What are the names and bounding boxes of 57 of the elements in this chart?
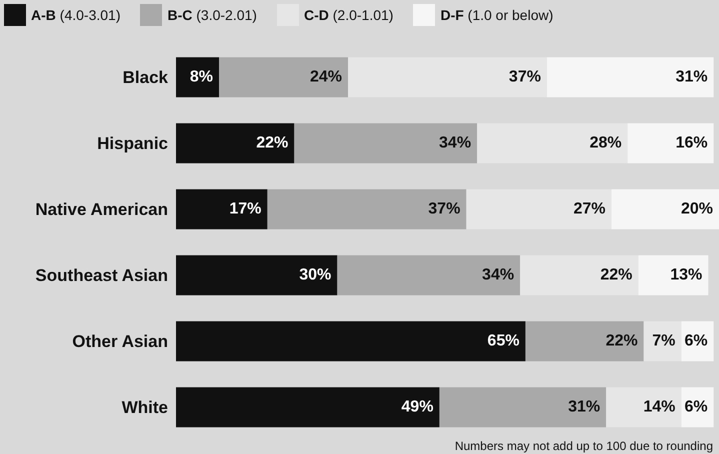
- data-label: 6%: [684, 398, 708, 416]
- data-label: 34%: [482, 266, 514, 284]
- data-label: 24%: [310, 68, 342, 86]
- data-label: 28%: [590, 134, 622, 152]
- bar: [628, 123, 714, 164]
- data-label: 17%: [229, 200, 262, 218]
- legend-label: A-B (4.0-3.01): [31, 7, 120, 23]
- annotation: Numbers may not add up to 100 due to rounding: [454, 439, 713, 453]
- data-label: 49%: [401, 398, 434, 416]
- bar: [477, 123, 628, 164]
- bar: [337, 255, 520, 296]
- data-label: 31%: [568, 398, 600, 416]
- data-label: 20%: [680, 200, 713, 218]
- y-tick-label: Black: [122, 68, 169, 88]
- y-tick-label: White: [122, 398, 168, 418]
- bar: [176, 387, 440, 428]
- legend-label: C-D (2.0-1.01): [304, 7, 394, 23]
- data-label: 37%: [508, 68, 541, 86]
- data-label: 65%: [487, 332, 520, 350]
- data-label: 22%: [606, 332, 638, 350]
- bar: [294, 123, 478, 164]
- bar: [525, 321, 644, 362]
- bar: [606, 387, 682, 428]
- y-tick-label: Southeast Asian: [35, 266, 168, 286]
- data-label: 37%: [428, 200, 460, 218]
- data-label: 7%: [652, 332, 676, 350]
- data-label: 16%: [676, 134, 708, 152]
- data-label: 6%: [684, 332, 708, 350]
- y-tick-label: Native American: [35, 200, 168, 220]
- bar: [638, 255, 708, 296]
- data-label: 31%: [676, 68, 708, 86]
- bar: [520, 255, 638, 296]
- data-label: 13%: [670, 266, 702, 284]
- bar: [219, 57, 348, 98]
- data-label: 27%: [573, 200, 606, 218]
- bar: [176, 321, 526, 362]
- bar: [176, 189, 268, 230]
- bar: [611, 189, 719, 230]
- legend-label: B-C (3.0-2.01): [167, 7, 257, 23]
- legend-label: D-F (1.0 or below): [440, 7, 554, 23]
- data-label: 30%: [299, 266, 332, 284]
- bar: [348, 57, 547, 98]
- bar: [439, 387, 606, 428]
- bar: [176, 57, 220, 98]
- data-label: 14%: [643, 398, 676, 416]
- y-tick-label: Other Asian: [72, 332, 168, 352]
- bar: [466, 189, 612, 230]
- bar: [546, 57, 714, 98]
- bar: [176, 123, 294, 164]
- bar: [176, 255, 338, 296]
- bar: [267, 189, 466, 230]
- data-label: 22%: [256, 134, 288, 152]
- data-label: 22%: [600, 266, 632, 284]
- data-label: 34%: [439, 134, 472, 152]
- bar: [644, 321, 682, 362]
- data-label: 8%: [190, 68, 214, 86]
- y-tick-label: Hispanic: [97, 134, 168, 154]
